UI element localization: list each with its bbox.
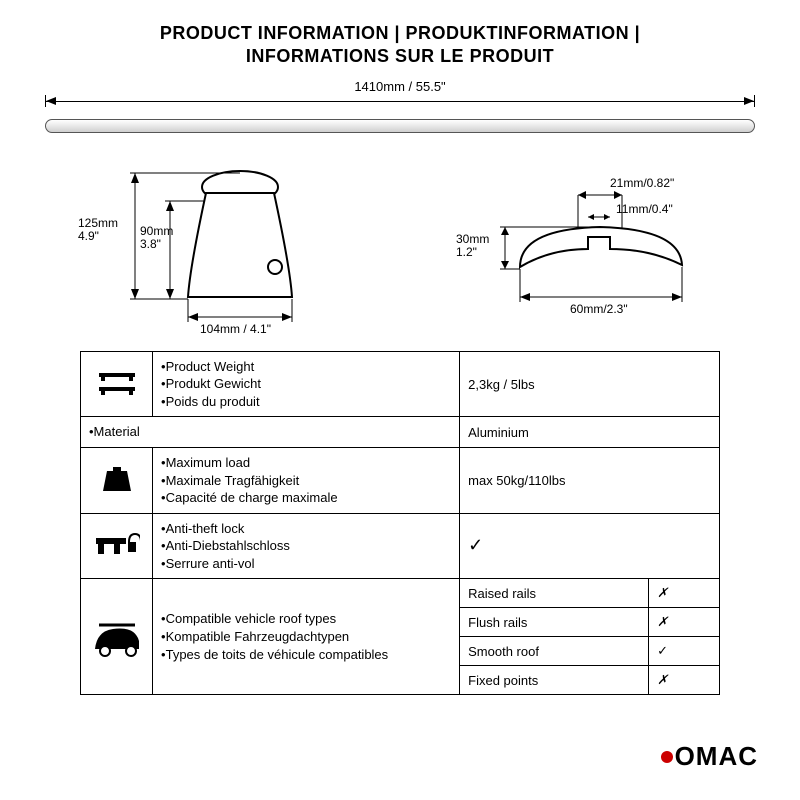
lock-icon (81, 513, 153, 579)
arrow-right-icon (744, 97, 754, 105)
compat-val-2: ✓ (649, 637, 720, 666)
foot-height-total: 125mm 4.9" (78, 217, 118, 243)
detail-diagrams: 125mm 4.9" 90mm 3.8" 104mm / 4.1" (40, 157, 760, 337)
row-material: •Material Aluminium (81, 417, 720, 448)
compat-val-1: ✗ (649, 608, 720, 637)
vehicle-icon (81, 579, 153, 695)
lock-labels: •Anti-theft lock •Anti-Diebstahlschloss … (153, 513, 460, 579)
spec-table: •Product Weight •Produkt Gewicht •Poids … (80, 351, 720, 695)
brand-text: OMAC (675, 741, 758, 772)
bar-length-label: 1410mm / 55.5" (354, 79, 445, 94)
row-weight: •Product Weight •Produkt Gewicht •Poids … (81, 351, 720, 417)
foot-width: 104mm / 4.1" (200, 323, 271, 336)
brand-dot-icon (661, 751, 673, 763)
page-title: PRODUCT INFORMATION | PRODUKTINFORMATION… (0, 0, 800, 73)
profile-width-top: 21mm/0.82" (610, 177, 674, 190)
load-value: max 50kg/110lbs (460, 447, 720, 513)
load-icon (81, 447, 153, 513)
material-label: •Material (81, 417, 460, 448)
weight-labels: •Product Weight •Produkt Gewicht •Poids … (153, 351, 460, 417)
title-line-1: PRODUCT INFORMATION | PRODUKTINFORMATION… (40, 22, 760, 45)
compat-val-0: ✗ (649, 579, 720, 608)
foot-height-inner: 90mm 3.8" (140, 225, 173, 251)
load-labels: •Maximum load •Maximale Tragfähigkeit •C… (153, 447, 460, 513)
weight-icon (81, 351, 153, 417)
arrow-left-icon (46, 97, 56, 105)
foot-diagram: 125mm 4.9" 90mm 3.8" 104mm / 4.1" (40, 157, 400, 337)
title-line-2: INFORMATIONS SUR LE PRODUIT (40, 45, 760, 68)
row-compat-1: •Compatible vehicle roof types •Kompatib… (81, 579, 720, 608)
compat-name-0: Raised rails (460, 579, 649, 608)
bar-diagram: 1410mm / 55.5" (45, 79, 755, 149)
compat-name-3: Fixed points (460, 666, 649, 695)
foot-svg (40, 157, 400, 337)
material-value: Aluminium (460, 417, 720, 448)
weight-value: 2,3kg / 5lbs (460, 351, 720, 417)
row-load: •Maximum load •Maximale Tragfähigkeit •C… (81, 447, 720, 513)
profile-diagram: 21mm/0.82" 11mm/0.4" 30mm 1.2" 60mm/2.3" (400, 157, 760, 337)
brand-logo: OMAC (661, 741, 758, 772)
compat-name-1: Flush rails (460, 608, 649, 637)
row-lock: •Anti-theft lock •Anti-Diebstahlschloss … (81, 513, 720, 579)
profile-height: 30mm 1.2" (456, 233, 489, 259)
lock-value: ✓ (460, 513, 720, 579)
profile-width-base: 60mm/2.3" (570, 303, 628, 316)
compat-labels: •Compatible vehicle roof types •Kompatib… (153, 579, 460, 695)
crossbar-drawing (45, 119, 755, 133)
bar-dimension-line (45, 101, 755, 102)
compat-name-2: Smooth roof (460, 637, 649, 666)
profile-slot: 11mm/0.4" (616, 203, 673, 216)
compat-val-3: ✗ (649, 666, 720, 695)
